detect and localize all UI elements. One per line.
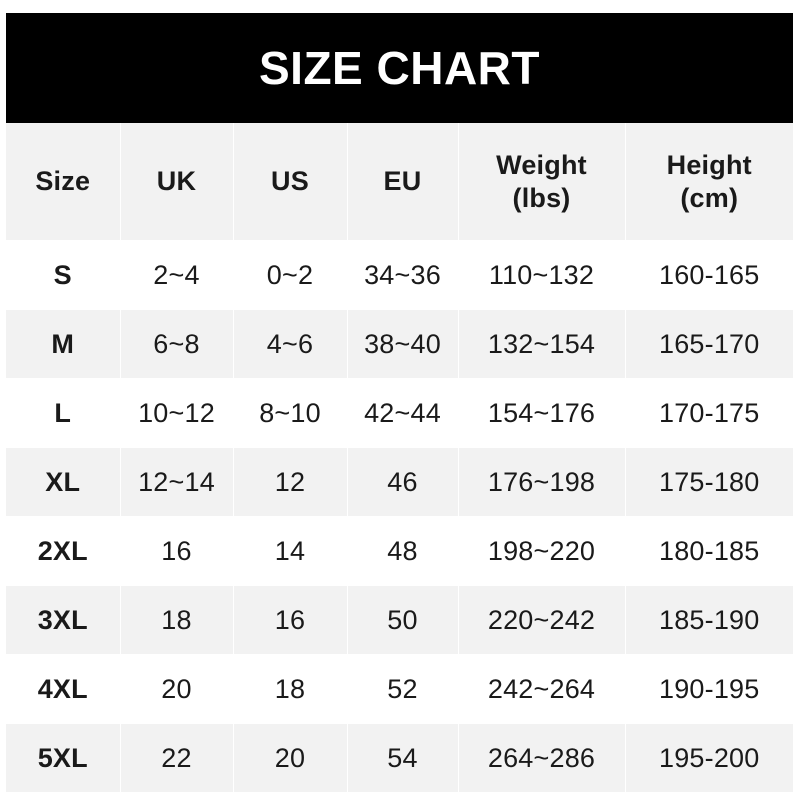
column-header-uk: UK (120, 123, 234, 241)
cell-uk: 18 (120, 585, 234, 655)
cell-weight: 176~198 (458, 447, 626, 517)
column-header-size: Size (6, 123, 121, 241)
table-row: 4XL 20 18 52 242~264 190-195 (6, 654, 793, 724)
column-header-height-label: Height (666, 149, 752, 180)
cell-eu: 38~40 (347, 309, 459, 379)
cell-eu: 52 (347, 654, 459, 724)
cell-size: XL (6, 447, 121, 517)
cell-eu: 54 (347, 723, 459, 793)
cell-weight: 132~154 (458, 309, 626, 379)
cell-eu: 34~36 (347, 240, 459, 310)
cell-height: 170-175 (625, 378, 793, 448)
cell-height: 165-170 (625, 309, 793, 379)
table-header: Size UK US EU Weight (lbs) Height (cm) (6, 123, 793, 241)
cell-weight: 242~264 (458, 654, 626, 724)
table-row: 3XL 18 16 50 220~242 185-190 (6, 585, 793, 655)
cell-uk: 6~8 (120, 309, 234, 379)
cell-size: 5XL (6, 723, 121, 793)
cell-us: 18 (233, 654, 348, 724)
table-row: M 6~8 4~6 38~40 132~154 165-170 (6, 309, 793, 379)
cell-us: 4~6 (233, 309, 348, 379)
column-header-eu: EU (347, 123, 459, 241)
column-header-weight: Weight (lbs) (458, 123, 626, 241)
cell-size: 4XL (6, 654, 121, 724)
header-row: Size UK US EU Weight (lbs) Height (cm) (6, 123, 793, 241)
cell-height: 160-165 (625, 240, 793, 310)
column-header-weight-unit: (lbs) (512, 182, 571, 213)
column-header-height: Height (cm) (625, 123, 793, 241)
cell-weight: 198~220 (458, 516, 626, 586)
cell-height: 175-180 (625, 447, 793, 517)
cell-size: M (6, 309, 121, 379)
column-header-eu-label: EU (383, 166, 422, 197)
cell-us: 14 (233, 516, 348, 586)
column-header-us: US (233, 123, 348, 241)
table-row: S 2~4 0~2 34~36 110~132 160-165 (6, 240, 793, 310)
cell-uk: 10~12 (120, 378, 234, 448)
column-header-weight-label: Weight (496, 149, 587, 180)
size-chart-table: Size UK US EU Weight (lbs) Height (cm) (6, 123, 793, 793)
cell-eu: 50 (347, 585, 459, 655)
table-row: 5XL 22 20 54 264~286 195-200 (6, 723, 793, 793)
cell-weight: 264~286 (458, 723, 626, 793)
cell-weight: 110~132 (458, 240, 626, 310)
cell-weight: 220~242 (458, 585, 626, 655)
cell-us: 8~10 (233, 378, 348, 448)
cell-size: 2XL (6, 516, 121, 586)
cell-us: 16 (233, 585, 348, 655)
cell-us: 20 (233, 723, 348, 793)
cell-eu: 42~44 (347, 378, 459, 448)
table-row: 2XL 16 14 48 198~220 180-185 (6, 516, 793, 586)
cell-height: 195-200 (625, 723, 793, 793)
column-header-uk-label: UK (156, 166, 197, 197)
cell-uk: 22 (120, 723, 234, 793)
cell-uk: 2~4 (120, 240, 234, 310)
cell-weight: 154~176 (458, 378, 626, 448)
column-header-us-label: US (271, 166, 309, 197)
cell-height: 185-190 (625, 585, 793, 655)
cell-height: 190-195 (625, 654, 793, 724)
column-header-size-label: Size (35, 166, 91, 197)
title-banner: SIZE CHART (6, 13, 793, 123)
cell-uk: 20 (120, 654, 234, 724)
page-title: SIZE CHART (259, 42, 540, 94)
cell-height: 180-185 (625, 516, 793, 586)
table-row: L 10~12 8~10 42~44 154~176 170-175 (6, 378, 793, 448)
table-body: S 2~4 0~2 34~36 110~132 160-165 M 6~8 4~… (6, 240, 793, 793)
table-row: XL 12~14 12 46 176~198 175-180 (6, 447, 793, 517)
cell-eu: 46 (347, 447, 459, 517)
cell-size: S (6, 240, 121, 310)
cell-size: L (6, 378, 121, 448)
cell-eu: 48 (347, 516, 459, 586)
column-header-height-unit: (cm) (680, 182, 739, 213)
cell-us: 12 (233, 447, 348, 517)
cell-us: 0~2 (233, 240, 348, 310)
cell-size: 3XL (6, 585, 121, 655)
cell-uk: 12~14 (120, 447, 234, 517)
cell-uk: 16 (120, 516, 234, 586)
